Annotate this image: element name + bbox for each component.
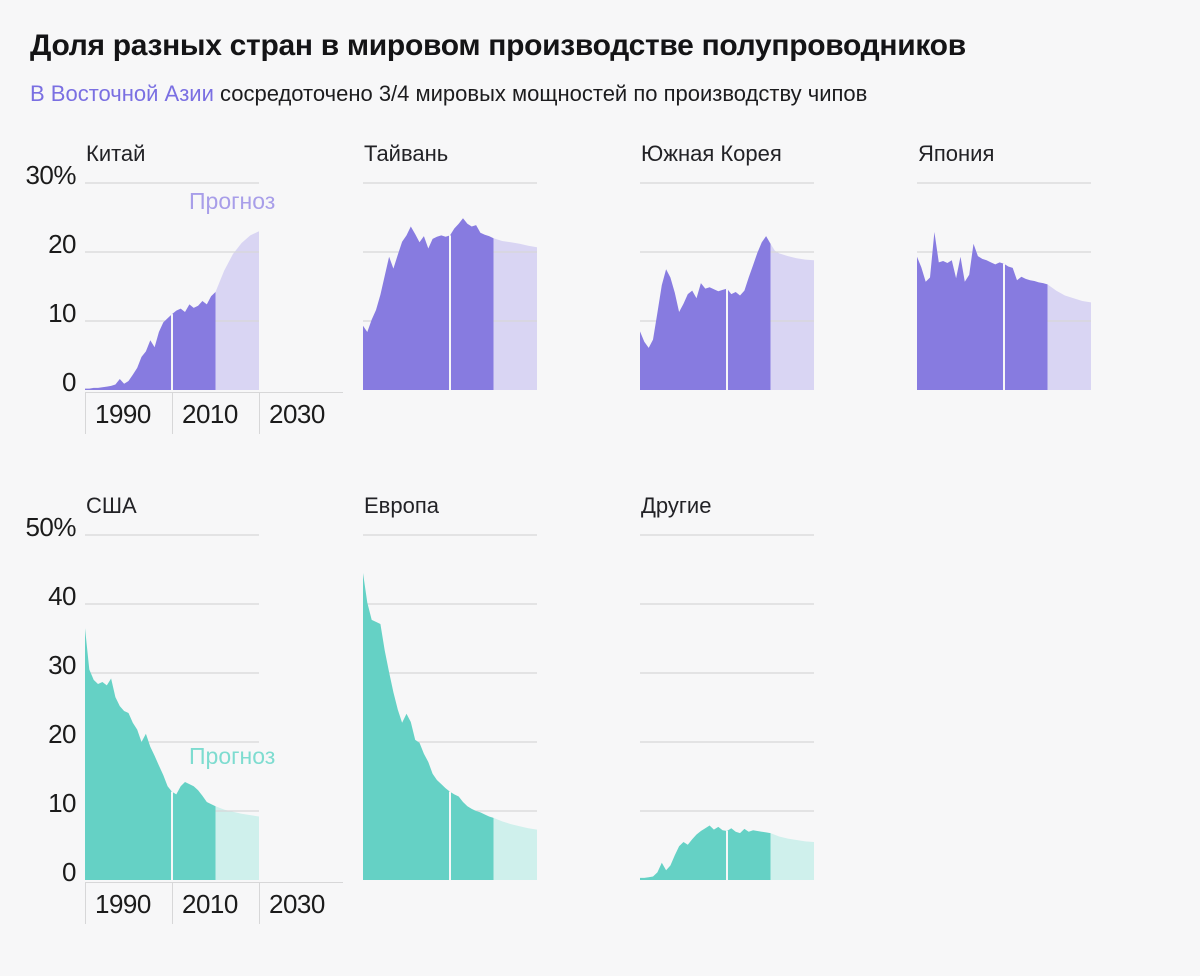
ytick-label-10: 10: [48, 788, 76, 818]
forecast-label-row0: Прогноз: [189, 188, 276, 214]
forecast-label-row1: Прогноз: [189, 743, 276, 769]
area-forecast-japan: [1047, 284, 1091, 390]
subtitle-rest: сосредоточено 3/4 мировых мощностей по п…: [213, 81, 868, 106]
chart-svg-japan: [917, 182, 1091, 390]
area-forecast-europe: [493, 817, 537, 880]
chart-panel-usa: США: [85, 492, 297, 884]
chart-title-south-korea: Южная Корея: [641, 141, 782, 166]
divider-2010-taiwan: [449, 235, 451, 390]
subtitle: В Восточной Азии сосредоточено 3/4 миров…: [30, 80, 1180, 108]
area-forecast-china: [215, 231, 259, 390]
divider-2010-usa: [171, 791, 173, 880]
ytick-label-0: 0: [62, 367, 76, 397]
area-history-others: [640, 825, 771, 880]
area-forecast-south-korea: [770, 243, 814, 390]
area-history-china: [85, 292, 216, 390]
axis-tick-2010: [172, 392, 173, 434]
chart-svg-south-korea: [640, 182, 814, 390]
ytick-label-20: 20: [48, 719, 76, 749]
xtick-label-2010: 2010: [182, 889, 238, 919]
chart-title-others: Другие: [641, 493, 712, 518]
ytick-label-50: 50%: [25, 512, 76, 542]
subtitle-highlight: В Восточной Азии: [30, 81, 214, 106]
area-forecast-others: [770, 833, 814, 880]
chart-svg-taiwan: [363, 182, 537, 390]
axis-baseline: [85, 882, 343, 883]
chart-title-china: Китай: [86, 141, 146, 166]
ytick-label-30: 30%: [25, 160, 76, 190]
chart-svg-usa: [85, 534, 259, 880]
chart-svg-china: [85, 182, 259, 390]
chart-title-taiwan: Тайвань: [364, 141, 449, 166]
chart-panel-others: Другие: [640, 492, 852, 884]
ytick-label-10: 10: [48, 298, 76, 328]
area-history-south-korea: [640, 236, 771, 390]
axis-tick-2030: [259, 882, 260, 924]
ytick-label-40: 40: [48, 581, 76, 611]
xtick-label-1990: 1990: [95, 889, 151, 919]
divider-2010-japan: [1003, 263, 1005, 390]
area-history-europe: [363, 573, 494, 880]
xtick-label-2030: 2030: [269, 399, 325, 429]
xtick-label-1990: 1990: [95, 399, 151, 429]
ytick-label-0: 0: [62, 857, 76, 887]
divider-2010-europe: [449, 791, 451, 880]
axis-tick-1990: [85, 882, 86, 924]
divider-2010-south-korea: [726, 288, 728, 390]
axis-tick-2010: [172, 882, 173, 924]
area-history-usa: [85, 628, 216, 880]
chart-panel-south-korea: Южная Корея: [640, 140, 852, 394]
area-history-japan: [917, 232, 1048, 390]
chart-panel-taiwan: Тайвань: [363, 140, 575, 394]
chart-panel-europe: Европа: [363, 492, 575, 884]
area-history-taiwan: [363, 218, 494, 390]
chart-panel-japan: Япония: [917, 140, 1129, 394]
divider-2010-china: [171, 314, 173, 390]
axis-tick-2030: [259, 392, 260, 434]
chart-title-japan: Япония: [918, 141, 995, 166]
chart-title-usa: США: [86, 493, 137, 518]
ytick-label-20: 20: [48, 229, 76, 259]
axis-tick-1990: [85, 392, 86, 434]
chart-panel-china: Китай: [85, 140, 297, 394]
chart-title-europe: Европа: [364, 493, 439, 518]
xtick-label-2010: 2010: [182, 399, 238, 429]
ytick-label-30: 30: [48, 650, 76, 680]
axis-baseline: [85, 392, 343, 393]
page-title: Доля разных стран в мировом производстве…: [30, 29, 966, 62]
chart-svg-europe: [363, 534, 537, 880]
divider-2010-others: [726, 831, 728, 880]
xtick-label-2030: 2030: [269, 889, 325, 919]
chart-svg-others: [640, 534, 814, 880]
area-forecast-taiwan: [493, 238, 537, 390]
area-forecast-usa: [215, 806, 259, 880]
